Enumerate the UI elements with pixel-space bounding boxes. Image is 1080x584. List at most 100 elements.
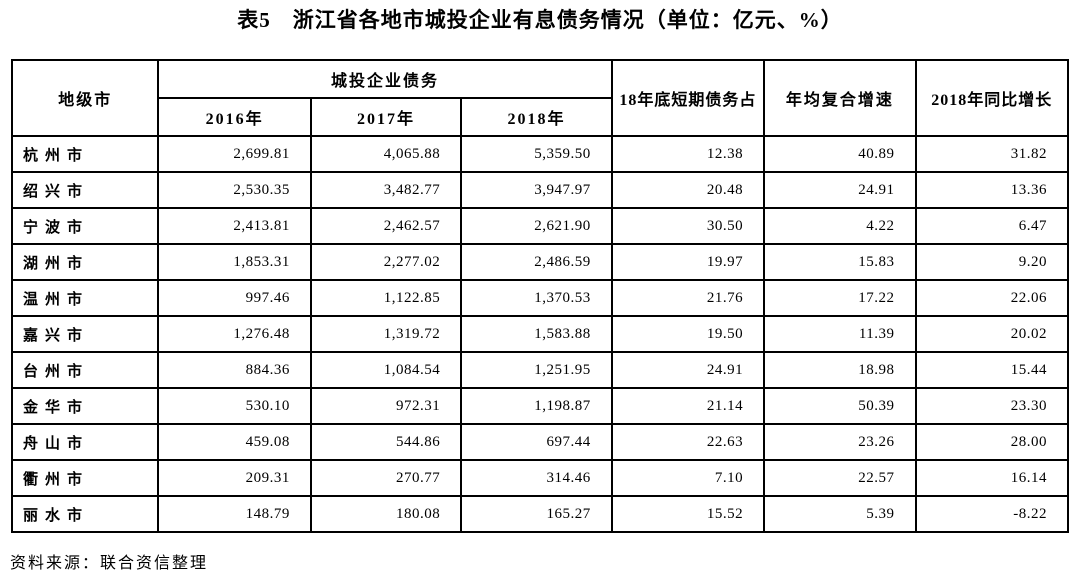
- value-cell-y2017: 180.08: [309, 495, 463, 533]
- value-cell-y2016: 209.31: [157, 459, 312, 497]
- value-cell-yoy: 23.30: [914, 387, 1070, 425]
- value-cell-y2016: 148.79: [157, 495, 312, 533]
- value-cell-y2018: 3,947.97: [460, 171, 613, 209]
- table-row: 嘉兴市 1,276.48 1,319.72 1,583.88 19.50 11.39 20.…: [10, 315, 1070, 353]
- city-cell: 舟山市: [10, 423, 160, 461]
- value-cell-y2018: 1,251.95: [460, 351, 613, 389]
- value-cell-y2016: 530.10: [157, 387, 312, 425]
- value-cell-short_term_share: 30.50: [610, 207, 766, 245]
- city-cell: 绍兴市: [10, 171, 160, 209]
- table-row: 台州市 884.36 1,084.54 1,251.95 24.91 18.98 15.44: [10, 351, 1070, 389]
- city-cell: 温州市: [10, 279, 160, 317]
- value-cell-cagr: 40.89: [763, 135, 917, 173]
- value-cell-short_term_share: 19.50: [610, 315, 766, 353]
- value-cell-y2016: 2,530.35: [157, 171, 312, 209]
- value-cell-y2017: 1,084.54: [309, 351, 463, 389]
- table-row: 金华市 530.10 972.31 1,198.87 21.14 50.39 23.30: [10, 387, 1070, 425]
- value-cell-yoy: 20.02: [914, 315, 1070, 353]
- value-cell-y2016: 2,699.81: [157, 135, 312, 173]
- city-cell: 丽水市: [10, 495, 160, 533]
- page-title: 表5 浙江省各地市城投企业有息债务情况（单位：亿元、%）: [237, 8, 843, 32]
- value-cell-cagr: 5.39: [763, 495, 917, 533]
- value-cell-yoy: 31.82: [914, 135, 1070, 173]
- value-cell-y2016: 459.08: [157, 423, 312, 461]
- value-cell-cagr: 24.91: [763, 171, 917, 209]
- value-cell-cagr: 18.98: [763, 351, 917, 389]
- table-body: 杭州市 2,699.81 4,065.88 5,359.50 12.38 40.89 31.…: [10, 135, 1070, 533]
- table-row: 温州市 997.46 1,122.85 1,370.53 21.76 17.22 22.06: [10, 279, 1070, 317]
- value-cell-yoy: 9.20: [914, 243, 1070, 281]
- value-cell-yoy: 13.36: [914, 171, 1070, 209]
- value-cell-yoy: -8.22: [914, 495, 1070, 533]
- value-cell-y2017: 4,065.88: [309, 135, 463, 173]
- header-yoy-2018: 2018年同比增长: [914, 59, 1070, 137]
- value-cell-yoy: 16.14: [914, 459, 1070, 497]
- value-cell-short_term_share: 20.48: [610, 171, 766, 209]
- value-cell-yoy: 6.47: [914, 207, 1070, 245]
- table-header: 地级市 城投企业债务 18年底短期债务占 年均复合增速 2018年同比增长 20…: [10, 59, 1070, 137]
- city-cell: 台州市: [10, 351, 160, 389]
- city-cell: 嘉兴市: [10, 315, 160, 353]
- header-city: 地级市: [10, 59, 160, 137]
- value-cell-y2017: 2,277.02: [309, 243, 463, 281]
- table-row: 杭州市 2,699.81 4,065.88 5,359.50 12.38 40.89 31.…: [10, 135, 1070, 173]
- value-cell-short_term_share: 21.14: [610, 387, 766, 425]
- header-year-2018: 2018年: [460, 97, 613, 137]
- value-cell-yoy: 28.00: [914, 423, 1070, 461]
- value-cell-cagr: 50.39: [763, 387, 917, 425]
- value-cell-cagr: 4.22: [763, 207, 917, 245]
- value-cell-y2016: 997.46: [157, 279, 312, 317]
- value-cell-y2016: 1,276.48: [157, 315, 312, 353]
- table-header-row-1: 地级市 城投企业债务 18年底短期债务占 年均复合增速 2018年同比增长: [10, 59, 1070, 137]
- value-cell-short_term_share: 21.76: [610, 279, 766, 317]
- value-cell-cagr: 17.22: [763, 279, 917, 317]
- value-cell-short_term_share: 7.10: [610, 459, 766, 497]
- header-debt-group: 城投企业债务: [157, 59, 613, 99]
- header-short-term-share: 18年底短期债务占: [610, 59, 766, 137]
- value-cell-cagr: 23.26: [763, 423, 917, 461]
- value-cell-y2018: 2,486.59: [460, 243, 613, 281]
- value-cell-y2016: 2,413.81: [157, 207, 312, 245]
- value-cell-cagr: 22.57: [763, 459, 917, 497]
- table-row: 宁波市 2,413.81 2,462.57 2,621.90 30.50 4.22 6.47: [10, 207, 1070, 245]
- value-cell-short_term_share: 22.63: [610, 423, 766, 461]
- table-header-row-2: 2016年 2017年 2018年: [12, 97, 1068, 137]
- value-cell-y2018: 314.46: [460, 459, 613, 497]
- value-cell-y2018: 2,621.90: [460, 207, 613, 245]
- header-year-2017: 2017年: [309, 97, 463, 137]
- value-cell-y2017: 1,319.72: [309, 315, 463, 353]
- value-cell-short_term_share: 24.91: [610, 351, 766, 389]
- table-row: 湖州市 1,853.31 2,277.02 2,486.59 19.97 15.83 9.2…: [10, 243, 1070, 281]
- table-row: 丽水市 148.79 180.08 165.27 15.52 5.39 -8.22: [10, 495, 1070, 533]
- value-cell-y2018: 1,370.53: [460, 279, 613, 317]
- value-cell-y2017: 270.77: [309, 459, 463, 497]
- table-row: 绍兴市 2,530.35 3,482.77 3,947.97 20.48 24.91 13.…: [10, 171, 1070, 209]
- value-cell-y2016: 884.36: [157, 351, 312, 389]
- value-cell-yoy: 15.44: [914, 351, 1070, 389]
- city-cell: 衢州市: [10, 459, 160, 497]
- table-row: 衢州市 209.31 270.77 314.46 7.10 22.57 16.14: [10, 459, 1070, 497]
- value-cell-y2017: 1,122.85: [309, 279, 463, 317]
- table-row: 舟山市 459.08 544.86 697.44 22.63 23.26 28.00: [10, 423, 1070, 461]
- value-cell-y2018: 1,583.88: [460, 315, 613, 353]
- value-cell-short_term_share: 12.38: [610, 135, 766, 173]
- value-cell-y2017: 3,482.77: [309, 171, 463, 209]
- value-cell-short_term_share: 15.52: [610, 495, 766, 533]
- value-cell-y2017: 972.31: [309, 387, 463, 425]
- city-cell: 金华市: [10, 387, 160, 425]
- value-cell-yoy: 22.06: [914, 279, 1070, 317]
- value-cell-y2018: 5,359.50: [460, 135, 613, 173]
- value-cell-y2017: 544.86: [309, 423, 463, 461]
- header-cagr: 年均复合增速: [763, 59, 917, 137]
- value-cell-y2016: 1,853.31: [157, 243, 312, 281]
- value-cell-y2017: 2,462.57: [309, 207, 463, 245]
- debt-table: 地级市 城投企业债务 18年底短期债务占 年均复合增速 2018年同比增长 20…: [10, 59, 1070, 533]
- value-cell-cagr: 15.83: [763, 243, 917, 281]
- city-cell: 湖州市: [10, 243, 160, 281]
- value-cell-y2018: 165.27: [460, 495, 613, 533]
- value-cell-short_term_share: 19.97: [610, 243, 766, 281]
- value-cell-cagr: 11.39: [763, 315, 917, 353]
- city-cell: 杭州市: [10, 135, 160, 173]
- city-cell: 宁波市: [10, 207, 160, 245]
